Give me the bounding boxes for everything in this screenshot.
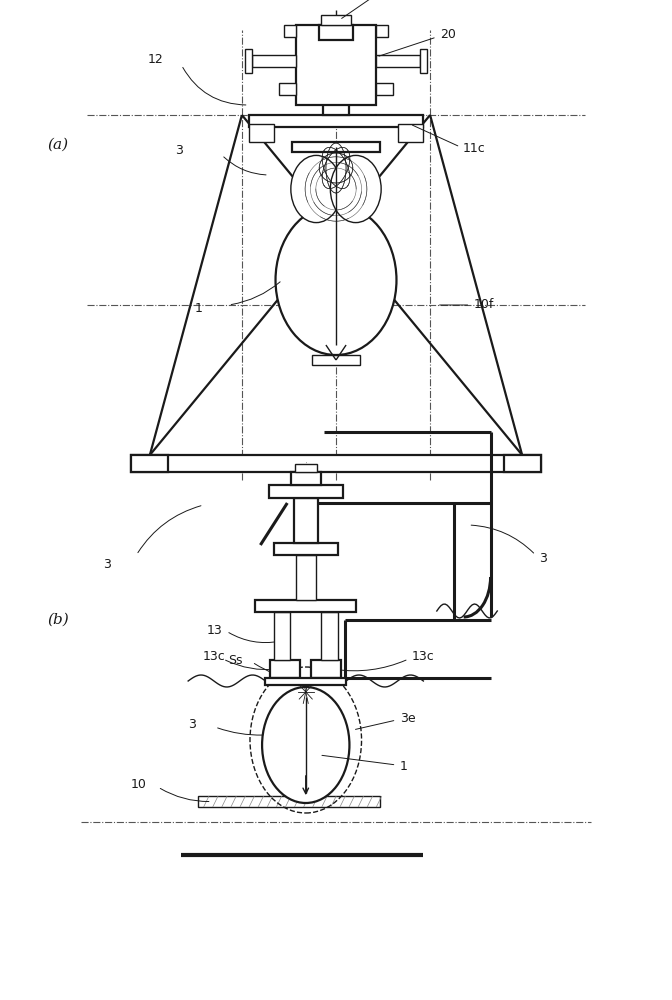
Bar <box>321 15 351 25</box>
Text: 3e: 3e <box>400 712 415 724</box>
Bar <box>319 25 353 40</box>
Text: 10f: 10f <box>474 298 494 312</box>
Bar <box>249 115 423 127</box>
Bar <box>312 355 360 365</box>
Bar <box>420 49 427 73</box>
Text: Ss: Ss <box>228 654 243 666</box>
Bar <box>311 660 341 678</box>
Text: 1: 1 <box>400 760 408 774</box>
Bar <box>265 678 346 685</box>
Bar <box>198 796 380 807</box>
Bar <box>270 660 300 678</box>
Text: (a): (a) <box>47 138 68 152</box>
Bar <box>249 124 274 142</box>
Text: 13c: 13c <box>412 650 435 664</box>
Bar <box>376 55 420 67</box>
Text: 3: 3 <box>175 143 183 156</box>
Text: 3: 3 <box>103 558 111 571</box>
Ellipse shape <box>291 155 341 223</box>
Bar <box>294 498 318 543</box>
Bar <box>296 555 316 600</box>
Bar <box>504 455 541 472</box>
Text: 3: 3 <box>188 718 196 732</box>
Bar <box>376 83 393 95</box>
Bar <box>291 472 321 485</box>
Bar <box>245 49 252 73</box>
Bar <box>376 25 388 37</box>
Text: 12: 12 <box>148 53 163 66</box>
Bar <box>284 25 296 37</box>
Bar <box>321 612 338 660</box>
Bar <box>252 55 296 67</box>
Text: 13c: 13c <box>203 650 226 664</box>
Bar <box>295 464 317 472</box>
Bar <box>292 142 380 152</box>
Bar <box>269 485 343 498</box>
Text: 13: 13 <box>206 624 222 637</box>
Bar <box>131 455 168 472</box>
Text: 3: 3 <box>539 551 547 564</box>
Bar <box>274 543 338 555</box>
Ellipse shape <box>276 205 396 355</box>
Ellipse shape <box>262 687 349 803</box>
Text: 1: 1 <box>195 302 203 314</box>
Bar <box>274 612 290 660</box>
Text: 20: 20 <box>440 28 456 41</box>
Bar <box>323 40 349 115</box>
Text: (b): (b) <box>47 613 69 627</box>
Text: 11c: 11c <box>462 142 485 155</box>
Text: 10: 10 <box>131 778 147 790</box>
Bar <box>131 455 541 472</box>
Bar <box>296 25 376 105</box>
Bar <box>255 600 356 612</box>
Bar <box>398 124 423 142</box>
Bar <box>279 83 296 95</box>
Ellipse shape <box>331 155 381 223</box>
